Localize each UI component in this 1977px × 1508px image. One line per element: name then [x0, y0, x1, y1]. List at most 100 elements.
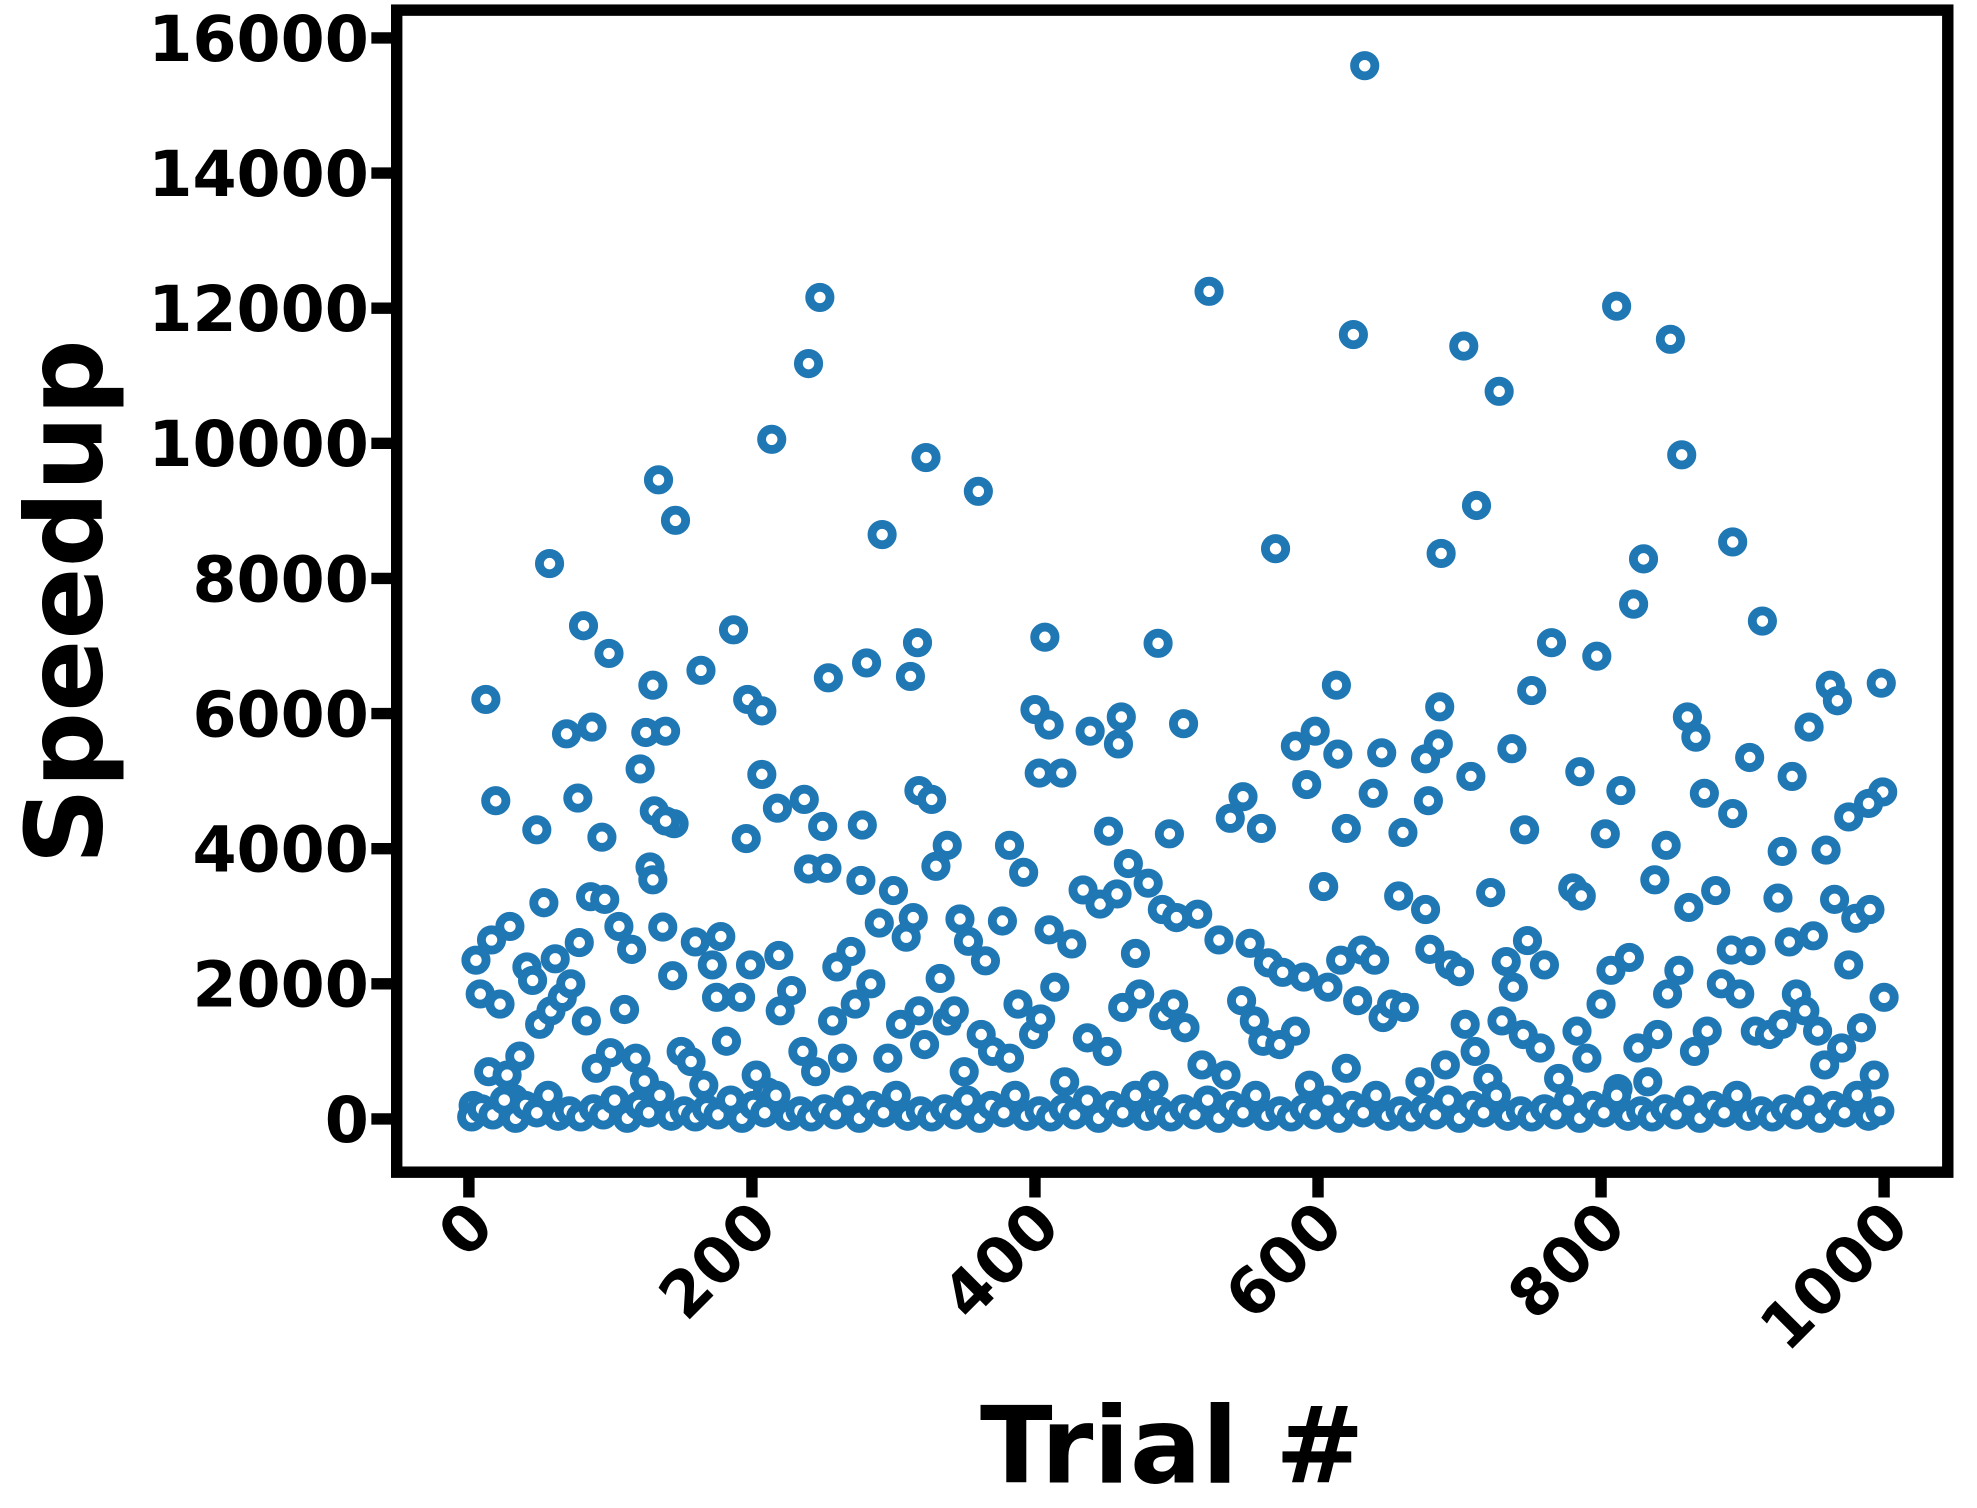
- point: [1810, 1050, 1840, 1080]
- point: [1491, 946, 1521, 977]
- point: [540, 944, 570, 974]
- point: [1040, 972, 1070, 1002]
- point: [762, 793, 792, 823]
- point: [638, 865, 668, 895]
- point: [1034, 915, 1064, 945]
- point: [1855, 894, 1885, 925]
- point: [735, 950, 766, 980]
- point: [1512, 926, 1543, 956]
- point: [461, 945, 491, 975]
- point: [895, 661, 926, 691]
- point: [840, 989, 870, 1019]
- point: [885, 1009, 916, 1039]
- point: [764, 940, 794, 971]
- point: [864, 908, 894, 938]
- x-tick-label: 800: [1494, 1187, 1640, 1333]
- point: [1389, 992, 1419, 1023]
- point: [660, 505, 691, 535]
- point: [1120, 938, 1151, 968]
- point: [1798, 921, 1828, 951]
- point: [1497, 734, 1527, 764]
- point: [836, 936, 866, 966]
- point: [1444, 957, 1475, 987]
- point: [556, 969, 586, 999]
- point: [1653, 979, 1683, 1009]
- point: [1000, 1080, 1030, 1110]
- point: [658, 961, 688, 991]
- point: [1536, 628, 1567, 658]
- point: [1326, 945, 1356, 975]
- point: [1487, 1006, 1517, 1036]
- point: [1664, 955, 1694, 985]
- point: [686, 655, 716, 685]
- point: [1853, 788, 1884, 819]
- point: [1456, 761, 1486, 791]
- point: [1790, 996, 1820, 1026]
- point: [1640, 865, 1670, 895]
- point: [765, 996, 795, 1026]
- point: [1606, 776, 1636, 806]
- point: [1767, 836, 1797, 866]
- point: [1430, 1050, 1460, 1080]
- point: [1674, 892, 1704, 923]
- point: [1215, 803, 1245, 833]
- point: [1651, 830, 1681, 860]
- point: [1865, 1096, 1895, 1126]
- point: [648, 912, 678, 942]
- point: [1057, 929, 1087, 959]
- point: [1655, 324, 1685, 354]
- point: [1350, 51, 1380, 81]
- y-tick-label: 8000: [192, 542, 368, 616]
- point: [676, 1046, 706, 1077]
- point: [1143, 628, 1173, 658]
- point: [1227, 986, 1257, 1016]
- point: [1294, 1070, 1325, 1100]
- y-tick-label: 16000: [148, 2, 368, 76]
- point: [1413, 786, 1443, 816]
- point: [1106, 702, 1136, 732]
- point: [1460, 1036, 1490, 1066]
- point: [1827, 1033, 1857, 1063]
- point: [793, 349, 824, 379]
- point: [1367, 738, 1397, 768]
- point: [801, 1057, 831, 1087]
- point: [898, 903, 928, 933]
- point: [1009, 857, 1039, 887]
- point: [1572, 1043, 1602, 1073]
- point: [805, 282, 835, 312]
- point: [1093, 816, 1124, 846]
- point: [963, 476, 993, 506]
- point: [1204, 925, 1234, 955]
- point: [1529, 950, 1560, 980]
- point: [949, 1057, 979, 1087]
- point: [1103, 729, 1134, 759]
- point: [747, 759, 777, 789]
- point: [1822, 686, 1852, 716]
- point: [471, 684, 501, 714]
- point: [970, 946, 1001, 976]
- y-tick-label: 6000: [192, 677, 368, 751]
- point: [726, 982, 756, 1012]
- x-tick-label: 200: [645, 1187, 791, 1333]
- point: [1361, 1080, 1391, 1110]
- point: [1426, 538, 1456, 569]
- point: [1338, 319, 1368, 350]
- point: [577, 712, 607, 742]
- point: [1228, 782, 1258, 812]
- point: [1068, 875, 1098, 905]
- point: [1388, 817, 1418, 848]
- point: [534, 549, 565, 579]
- point: [1565, 757, 1595, 787]
- point: [563, 783, 593, 813]
- point: [1030, 622, 1060, 652]
- point: [617, 934, 647, 964]
- point: [1643, 1019, 1673, 1050]
- point: [1722, 1080, 1752, 1110]
- point: [1075, 716, 1105, 746]
- point: [1692, 1016, 1722, 1046]
- point: [701, 982, 732, 1012]
- point: [1026, 1004, 1056, 1034]
- point: [564, 928, 594, 958]
- y-tick-label: 10000: [148, 407, 368, 481]
